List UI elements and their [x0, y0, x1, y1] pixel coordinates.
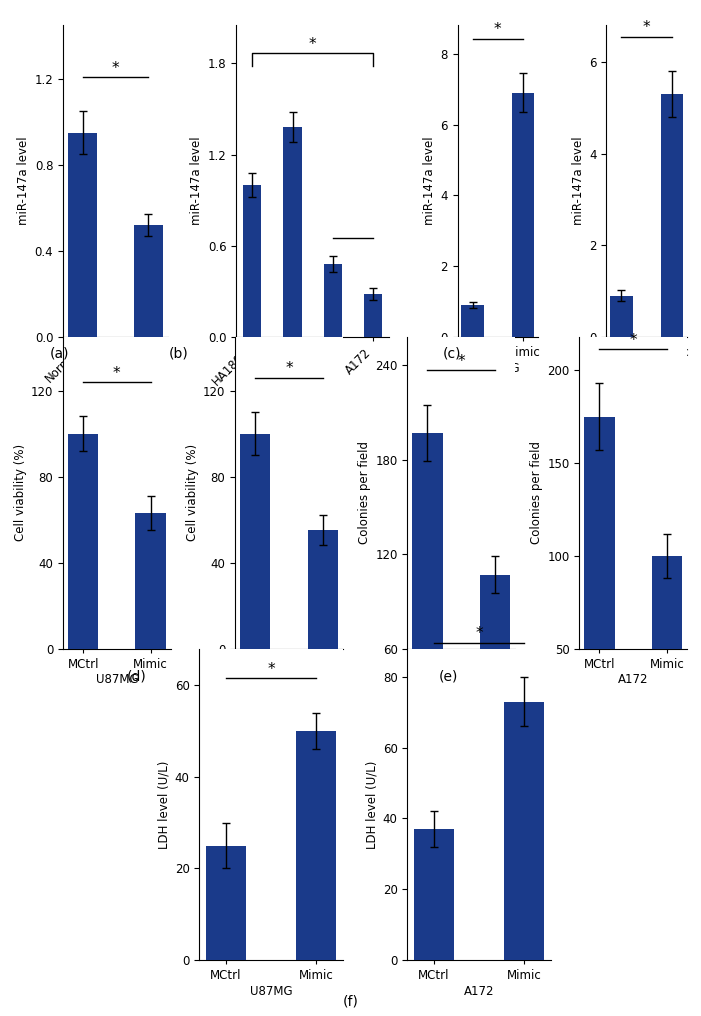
- Text: (f): (f): [343, 995, 358, 1009]
- Bar: [479, 575, 510, 743]
- Y-axis label: Cell viability (%): Cell viability (%): [186, 444, 199, 542]
- Text: *: *: [475, 626, 483, 641]
- X-axis label: A172: A172: [618, 674, 648, 687]
- Bar: [414, 829, 454, 960]
- Bar: [243, 185, 261, 337]
- Text: *: *: [267, 661, 275, 677]
- Bar: [324, 264, 342, 337]
- Bar: [296, 732, 336, 960]
- X-axis label: U87MG: U87MG: [95, 674, 138, 687]
- Y-axis label: Colonies per field: Colonies per field: [530, 441, 543, 545]
- Bar: [206, 845, 246, 960]
- Bar: [283, 127, 301, 337]
- Y-axis label: miR-147a level: miR-147a level: [18, 137, 30, 226]
- Y-axis label: miR-147a level: miR-147a level: [423, 137, 436, 226]
- Text: (b): (b): [169, 346, 189, 361]
- Text: *: *: [643, 20, 651, 36]
- Bar: [660, 94, 683, 337]
- Y-axis label: LDH level (U/L): LDH level (U/L): [365, 760, 379, 848]
- Text: *: *: [457, 354, 465, 369]
- Bar: [134, 226, 163, 337]
- X-axis label: U87MG: U87MG: [250, 985, 292, 998]
- Bar: [68, 434, 98, 648]
- Bar: [610, 296, 633, 337]
- Text: *: *: [111, 61, 119, 75]
- Text: (d): (d): [127, 670, 147, 684]
- Y-axis label: LDH level (U/L): LDH level (U/L): [158, 760, 170, 848]
- Bar: [240, 434, 271, 648]
- Bar: [504, 702, 544, 960]
- X-axis label: U87MG: U87MG: [477, 362, 519, 375]
- X-axis label: U87MG: U87MG: [440, 674, 482, 687]
- Bar: [461, 305, 484, 337]
- X-axis label: A172: A172: [632, 362, 662, 375]
- Bar: [652, 556, 682, 742]
- Bar: [585, 417, 615, 742]
- Y-axis label: miR-147a level: miR-147a level: [191, 137, 203, 226]
- Y-axis label: Cell viability (%): Cell viability (%): [14, 444, 27, 542]
- Text: (e): (e): [439, 670, 458, 684]
- Y-axis label: miR-147a level: miR-147a level: [572, 137, 585, 226]
- Bar: [365, 295, 382, 337]
- Text: (c): (c): [443, 346, 461, 361]
- Text: *: *: [629, 332, 637, 347]
- Text: *: *: [309, 37, 317, 52]
- Y-axis label: Colonies per field: Colonies per field: [358, 441, 371, 545]
- Text: (a): (a): [50, 346, 69, 361]
- Bar: [308, 530, 338, 648]
- Text: *: *: [285, 362, 293, 376]
- X-axis label: A172: A172: [273, 674, 304, 687]
- Bar: [512, 92, 534, 337]
- Bar: [135, 513, 165, 648]
- Text: *: *: [113, 366, 121, 381]
- Text: *: *: [494, 22, 502, 38]
- Bar: [412, 433, 442, 743]
- Bar: [68, 133, 97, 337]
- X-axis label: A172: A172: [464, 985, 494, 998]
